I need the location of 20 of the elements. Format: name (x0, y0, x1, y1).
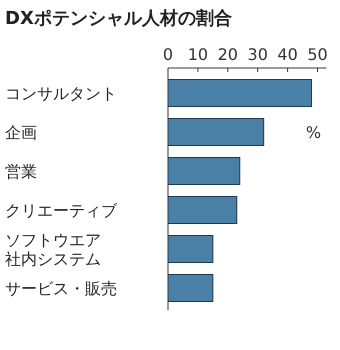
x-tick-label: 0 (162, 45, 174, 64)
y-tick-label: 企画 (5, 123, 37, 142)
bar (168, 196, 238, 224)
y-tick-label: クリエーティブ (5, 201, 118, 220)
x-tick-label: 10 (188, 45, 208, 64)
x-tick-label: 40 (277, 45, 298, 64)
bar (168, 235, 214, 263)
x-tick-label: 50 (307, 45, 328, 64)
bar (168, 79, 312, 107)
bar (168, 157, 240, 185)
y-tick-label: コンサルタント (5, 84, 117, 103)
y-tick-label: 営業 (5, 162, 37, 181)
bar (168, 118, 264, 146)
x-tick-label: 30 (248, 45, 268, 64)
y-tick-label: ソフトウエア社内システム (5, 230, 101, 268)
y-tick-label: サービス・販売 (5, 279, 117, 298)
bar (168, 274, 214, 302)
chart-title: DXポテンシャル人材の割合 (5, 8, 232, 29)
x-axis-title: % (306, 123, 322, 142)
x-tick-label: 20 (218, 45, 238, 64)
